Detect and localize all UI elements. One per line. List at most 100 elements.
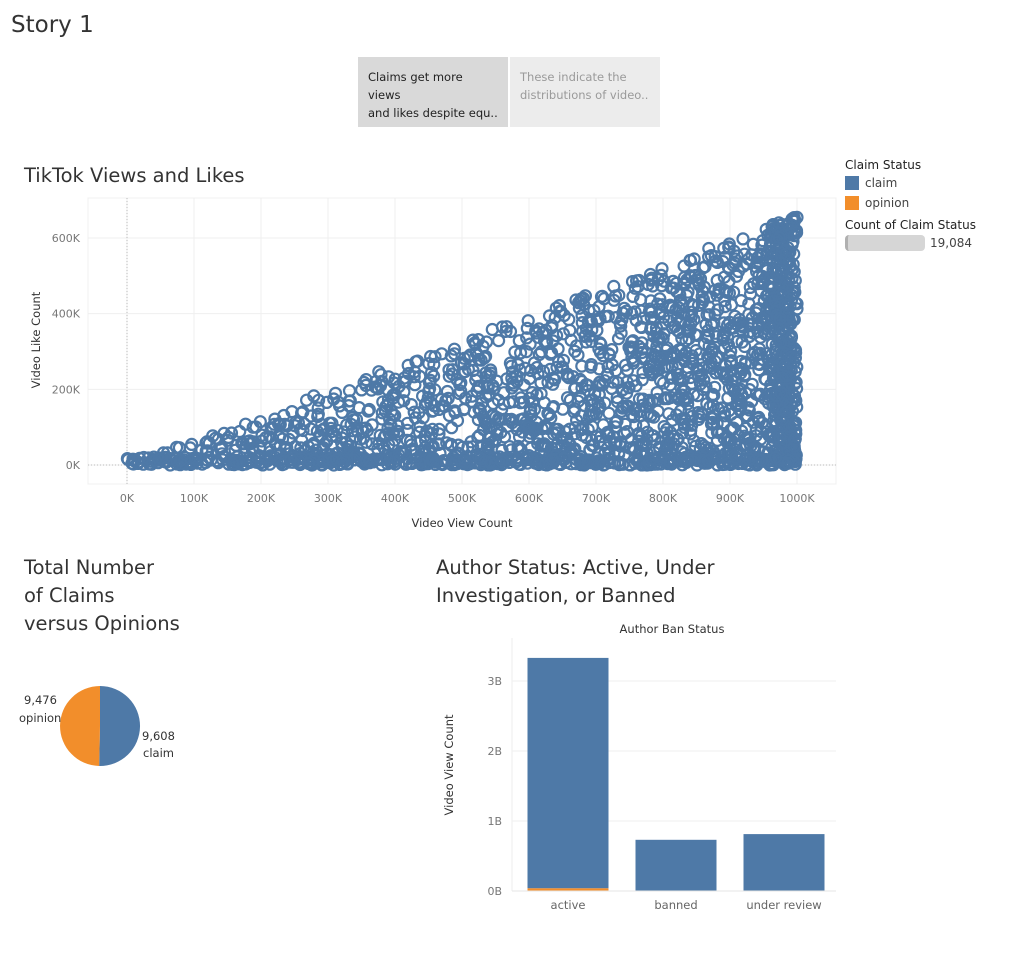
scatter-point	[575, 359, 589, 373]
scatter-point	[551, 342, 565, 356]
scatter-point	[325, 429, 339, 443]
scatter-point	[764, 251, 779, 265]
scatter-point	[423, 382, 437, 396]
scatter-point	[710, 351, 724, 365]
bar-under-review-claim[interactable]	[743, 834, 825, 891]
scatter-point	[375, 412, 389, 426]
scatter-point	[679, 365, 693, 379]
scatter-point	[293, 455, 307, 469]
scatter-point	[773, 431, 787, 445]
scatter-point	[693, 377, 708, 391]
scatter-point	[728, 252, 742, 266]
scatter-point	[638, 351, 652, 365]
x-tick-label: 200K	[247, 492, 276, 505]
scatter-point	[326, 454, 340, 468]
scatter-point	[632, 426, 646, 440]
x-tick-label: 100K	[180, 492, 209, 505]
scatter-point	[327, 392, 341, 406]
scatter-point	[776, 412, 790, 426]
bar-banned-claim[interactable]	[635, 839, 717, 891]
scatter-point	[787, 439, 801, 453]
scatter-point	[643, 458, 657, 472]
scatter-point	[606, 430, 620, 444]
y-tick-label: 0K	[66, 459, 81, 472]
scatter-point	[416, 389, 430, 403]
scatter-point	[296, 405, 310, 419]
scatter-point	[626, 374, 641, 388]
scatter-point	[729, 317, 743, 331]
scatter-point	[361, 404, 375, 418]
scatter-point	[661, 392, 675, 406]
scatter-point	[635, 320, 649, 334]
scatter-point	[677, 392, 691, 406]
legend-item-opinion[interactable]: opinion	[845, 196, 976, 210]
pie-label-opinion-value: 9,476	[24, 693, 57, 707]
pie-chart[interactable]: 9,608 claim 9,476 opinion	[0, 670, 220, 790]
scatter-point	[742, 452, 757, 467]
scatter-point	[746, 237, 760, 251]
scatter-point	[537, 396, 552, 410]
scatter-point	[772, 374, 786, 388]
pie-slice-claim[interactable]	[99, 686, 141, 766]
scatter-point	[355, 383, 369, 397]
scatter-point	[790, 360, 804, 374]
scatter-point	[701, 350, 715, 364]
scatter-point	[755, 311, 769, 325]
y-tick-label: 400K	[52, 308, 81, 321]
scatter-point	[687, 252, 701, 266]
pie-slice-opinion[interactable]	[60, 686, 100, 766]
scatter-point	[754, 453, 769, 467]
story-point-1[interactable]: Claims get more views and likes despite …	[358, 57, 508, 127]
bar-chart[interactable]: Author Ban Status 0B 1B 2B 3B Video View Coun…	[420, 615, 850, 925]
scatter-point	[687, 434, 701, 448]
scatter-chart[interactable]: 0K 100K 200K 300K 400K 500K 600K 700K 800K 900K 10…	[0, 190, 840, 540]
scatter-point	[537, 334, 552, 348]
scatter-point	[164, 452, 178, 466]
scatter-point	[702, 241, 716, 256]
scatter-point	[648, 433, 662, 447]
scatter-point	[683, 323, 697, 337]
scatter-point	[693, 347, 707, 361]
scatter-point	[356, 424, 370, 439]
bar-y-tick-label: 3B	[487, 675, 502, 688]
bar-active-opinion[interactable]	[527, 888, 609, 891]
scatter-point	[420, 424, 434, 438]
bar-y-tick-label: 0B	[487, 885, 502, 898]
scatter-point	[492, 334, 506, 348]
scatter-point	[773, 312, 787, 326]
scatter-point	[642, 393, 656, 407]
scatter-point	[674, 404, 688, 418]
scatter-point	[646, 357, 660, 371]
scatter-point	[426, 422, 440, 436]
scatter-point	[472, 451, 486, 465]
scatter-point	[432, 422, 446, 436]
scatter-point	[769, 389, 784, 403]
scatter-point	[640, 433, 654, 447]
pie-title-line3: versus Opinions	[24, 612, 180, 635]
scatter-point	[569, 293, 583, 307]
scatter-point	[784, 350, 798, 364]
scatter-point	[442, 369, 456, 383]
scatter-point	[571, 394, 585, 408]
scatter-point	[787, 265, 801, 279]
scatter-point	[751, 357, 765, 371]
scatter-point	[427, 357, 441, 372]
legend-item-claim[interactable]: claim	[845, 176, 976, 190]
story-point-2[interactable]: These indicate the distributions of vide…	[510, 57, 660, 127]
scatter-point	[370, 381, 384, 395]
scatter-point	[721, 457, 735, 471]
x-tick-label: 500K	[448, 492, 477, 505]
scatter-point	[568, 382, 582, 396]
scatter-point	[755, 416, 769, 430]
scatter-point	[729, 450, 743, 464]
scatter-point	[525, 386, 539, 400]
story-point-2-line2: distributions of video..	[520, 88, 649, 102]
pie-title: Total Number of Claims versus Opinions	[24, 554, 180, 638]
scatter-point	[505, 371, 519, 385]
scatter-point	[779, 405, 793, 419]
scatter-point	[665, 320, 679, 335]
scatter-point	[676, 384, 691, 398]
scatter-point	[571, 348, 585, 362]
scatter-point	[589, 429, 603, 443]
bar-active-claim[interactable]	[527, 657, 609, 889]
